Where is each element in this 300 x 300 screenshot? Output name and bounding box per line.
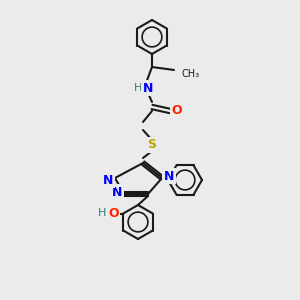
Text: S: S: [148, 139, 157, 152]
Text: N: N: [103, 173, 113, 187]
Text: N: N: [143, 82, 153, 94]
Text: O: O: [172, 103, 182, 116]
Text: CH₃: CH₃: [182, 69, 200, 79]
Text: N: N: [112, 185, 122, 199]
Text: H: H: [134, 83, 142, 93]
Text: N: N: [164, 169, 174, 182]
Text: H: H: [98, 208, 106, 218]
Text: O: O: [108, 207, 119, 220]
